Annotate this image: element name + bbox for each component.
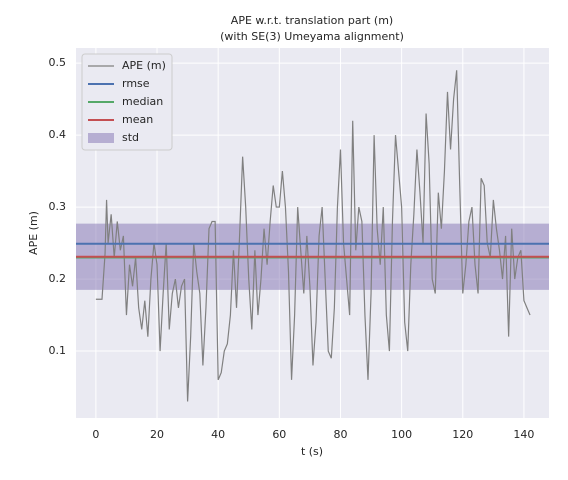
x-tick-label: 140 xyxy=(513,428,534,441)
y-tick-label: 0.2 xyxy=(49,272,67,285)
ape-line xyxy=(95,70,531,402)
x-tick-label: 100 xyxy=(391,428,412,441)
legend-box xyxy=(81,53,173,151)
x-tick-label: 20 xyxy=(150,428,164,441)
legend-label: mean xyxy=(122,113,153,126)
x-tick-label: 0 xyxy=(92,428,99,441)
y-tick-label: 0.5 xyxy=(49,56,67,69)
legend-label: std xyxy=(122,131,139,144)
y-tick-label: 0.4 xyxy=(49,128,67,141)
legend-label: median xyxy=(122,95,163,108)
x-tick-label: 40 xyxy=(211,428,225,441)
x-axis-label: t (s) xyxy=(301,445,323,458)
x-tick-label: 60 xyxy=(272,428,286,441)
x-tick-label: 120 xyxy=(452,428,473,441)
chart-title: APE w.r.t. translation part (m) xyxy=(231,14,393,27)
y-tick-label: 0.1 xyxy=(49,344,67,357)
y-tick-label: 0.3 xyxy=(49,200,67,213)
y-axis-label: APE (m) xyxy=(27,211,40,255)
x-tick-label: 80 xyxy=(333,428,347,441)
legend-label: APE (m) xyxy=(122,59,166,72)
legend-swatch xyxy=(88,133,114,143)
chart-subtitle: (with SE(3) Umeyama alignment) xyxy=(220,30,404,43)
legend-label: rmse xyxy=(122,77,150,90)
